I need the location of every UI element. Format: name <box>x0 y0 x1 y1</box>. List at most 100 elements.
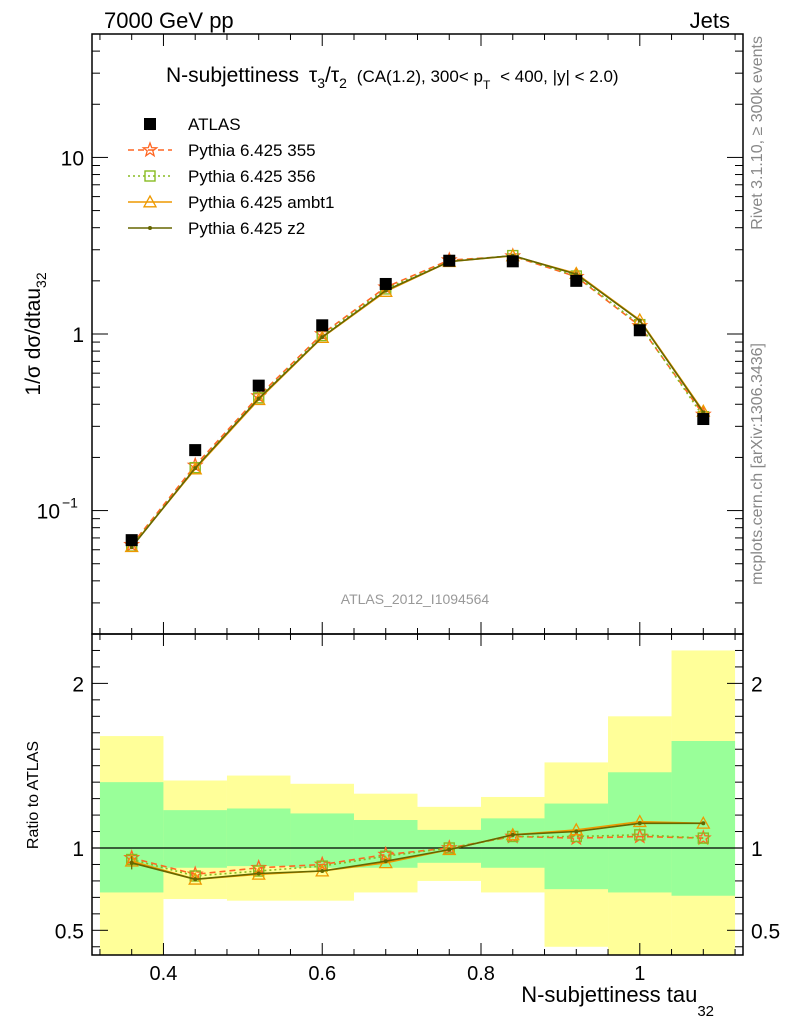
title-cond-sub: T <box>483 78 491 92</box>
header-category: Jets <box>690 8 730 33</box>
x-tick-label: 0.6 <box>308 963 336 985</box>
main-marks <box>123 247 712 553</box>
x-tick-label: 1 <box>634 963 645 985</box>
point-atlas <box>697 413 710 426</box>
ratio-y-tick-label: 0.5 <box>55 920 84 943</box>
watermark: ATLAS_2012_I1094564 <box>341 591 490 607</box>
legend-label-pythia-6-425-z2: Pythia 6.425 z2 <box>188 219 305 238</box>
point-atlas <box>316 319 329 332</box>
ratio-point-pythia-6-425-z2 <box>256 871 261 876</box>
main-ylabel-text: 1/σ dσ/dtau <box>22 288 45 396</box>
main-title: N-subjettiness τ3/τ2 (CA(1.2), 300< pT <… <box>166 64 619 94</box>
point-atlas <box>443 254 456 267</box>
legend-label-pythia-6-425-355: Pythia 6.425 355 <box>188 141 316 160</box>
ratio-point-pythia-6-425-z2 <box>383 859 388 864</box>
ratio-band-inner <box>99 782 164 893</box>
point-atlas <box>252 379 265 392</box>
title-tau-a: τ <box>309 64 318 87</box>
ratio-line-pythia-6-425-356 <box>131 833 704 877</box>
ratio-y-tick-label: 1 <box>72 838 84 861</box>
point-pythia-6-425-z2 <box>193 466 198 471</box>
ratio-y-tick-label-right: 2 <box>751 673 763 696</box>
ratio-point-pythia-6-425-ambt1 <box>569 822 584 836</box>
ratio-ticks: 0.4 0.6 0.8 1 0.5 0.5 1 1 2 2 <box>55 634 780 985</box>
point-pythia-6-425-ambt1 <box>188 461 203 475</box>
point-pythia-6-425-ambt1 <box>378 284 393 297</box>
legend-marker-pythia-6-425-ambt1 <box>142 194 158 208</box>
x-tick-label: 0.4 <box>150 963 178 985</box>
x-axis-label-text: N-subjettiness tau <box>521 982 697 1007</box>
side-mcplots: mcplots.cern.ch [arXiv:1306.3436] <box>749 343 766 585</box>
ratio-point-pythia-6-425-z2 <box>701 821 706 826</box>
side-rivet: Rivet 3.1.10, ≥ 300k events <box>749 36 766 230</box>
legend-marker-pythia-6-425-355 <box>141 141 159 158</box>
point-pythia-6-425-z2 <box>637 318 642 323</box>
main-y-tick-label: 1 <box>72 324 84 347</box>
legend-marker-atlas <box>144 118 156 130</box>
series-line-pythia-6-425-355 <box>131 255 704 546</box>
ratio-marks <box>123 814 712 885</box>
point-atlas <box>633 324 646 337</box>
point-atlas <box>506 255 519 268</box>
point-atlas <box>189 444 202 457</box>
point-atlas <box>379 277 392 290</box>
point-pythia-6-425-z2 <box>320 335 325 340</box>
legend-marker-pythia-6-425-z2 <box>148 226 152 230</box>
legend: ATLAS Pythia 6.425 355 Pythia 6.425 356 Pyt… <box>128 115 334 238</box>
x-tick-label: 0.8 <box>467 963 495 985</box>
ratio-band-inner <box>226 808 291 867</box>
ratio-y-tick-label-right: 1 <box>751 838 763 861</box>
main-ylabel-sub: 32 <box>33 272 49 288</box>
title-main: N-subjettiness <box>166 64 299 87</box>
main-ylabel: 1/σ dσ/dtau32 <box>22 272 49 395</box>
ratio-point-pythia-6-425-356 <box>634 829 646 841</box>
ratio-line-pythia-6-425-z2 <box>131 822 704 881</box>
title-tau-b: τ <box>331 64 340 87</box>
ratio-band-inner <box>290 813 354 868</box>
legend-label-pythia-6-425-356: Pythia 6.425 356 <box>188 167 316 186</box>
ratio-band-inner <box>608 772 672 893</box>
title-sub-b: 2 <box>339 75 347 91</box>
x-axis-label-sub: 32 <box>697 1003 714 1020</box>
header-energy: 7000 GeV pp <box>104 8 234 33</box>
main-y-tick-label: 10 <box>37 501 60 524</box>
ratio-point-pythia-6-425-356 <box>697 832 710 844</box>
title-slash: / <box>325 64 331 87</box>
title-cond-a: (CA(1.2), 300< p <box>357 67 483 86</box>
series-line-pythia-6-425-z2 <box>131 254 704 548</box>
ratio-band-inner <box>544 803 609 890</box>
ratio-frame <box>91 633 744 956</box>
point-pythia-6-425-ambt1 <box>251 392 266 406</box>
ratio-y-tick-label-right: 0.5 <box>751 920 780 943</box>
legend-label-atlas: ATLAS <box>188 115 241 134</box>
legend-marker-pythia-6-425-356 <box>144 170 156 182</box>
title-sub-a: 3 <box>317 75 325 91</box>
main-y-tick-label: 10 <box>61 147 84 170</box>
ratio-band-inner <box>163 810 227 868</box>
ratio-point-pythia-6-425-356 <box>253 865 265 877</box>
ratio-point-pythia-6-425-z2 <box>447 847 452 852</box>
point-atlas <box>570 274 583 287</box>
ratio-point-pythia-6-425-z2 <box>574 829 579 834</box>
main-y-tick-exponent: −1 <box>62 495 78 511</box>
ratio-y-tick-label: 2 <box>72 673 84 696</box>
point-pythia-6-425-ambt1 <box>315 330 330 343</box>
ratio-point-pythia-6-425-z2 <box>193 877 198 882</box>
ratio-line-pythia-6-425-355 <box>131 835 704 876</box>
ratio-ylabel: Ratio to ATLAS <box>25 741 42 849</box>
ratio-band-inner <box>417 829 482 863</box>
ratio-panel: 0.4 0.6 0.8 1 0.5 0.5 1 1 2 2 Ratio to ATLAS N-su… <box>25 633 780 1020</box>
point-pythia-6-425-z2 <box>256 396 261 401</box>
legend-label-pythia-6-425-ambt1: Pythia 6.425 ambt1 <box>188 193 334 212</box>
ratio-point-pythia-6-425-z2 <box>510 832 515 837</box>
series-line-pythia-6-425-ambt1 <box>131 255 704 548</box>
ratio-bands <box>99 650 736 955</box>
series-line-pythia-6-425-356 <box>131 254 704 547</box>
title-cond-b: < 400, |y| < 2.0) <box>500 67 618 86</box>
ratio-point-pythia-6-425-z2 <box>637 821 642 826</box>
point-pythia-6-425-z2 <box>129 545 134 550</box>
ratio-band-inner <box>481 818 545 868</box>
